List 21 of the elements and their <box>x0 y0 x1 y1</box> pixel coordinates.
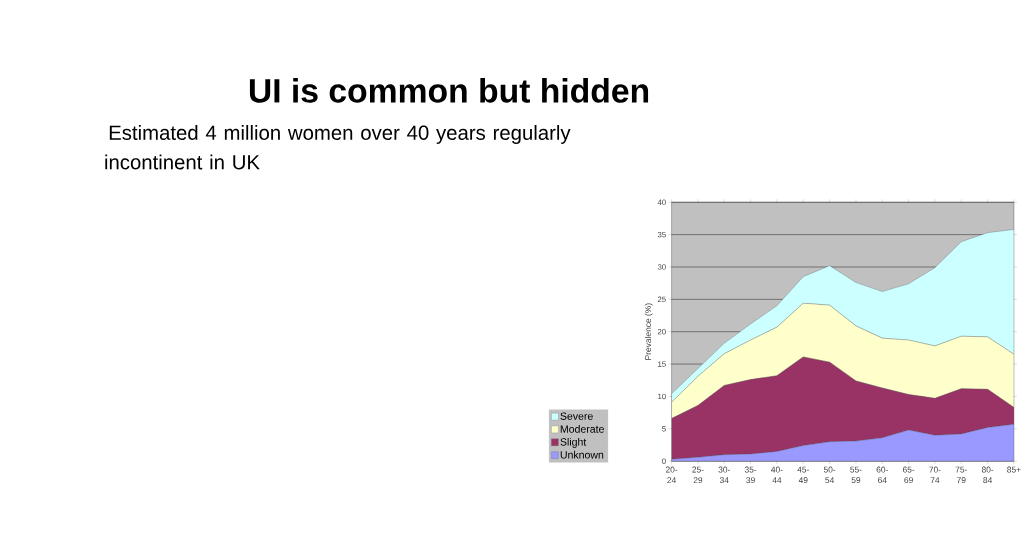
text: Estimated 4 million women over 40 years regularly incontinent in UK <box>105 125 571 170</box>
x-tick-label: 45-49 <box>797 466 809 484</box>
x-tick-label: 50-54 <box>823 466 836 484</box>
x-tick-label: 30-34 <box>718 466 730 484</box>
x-tick-label: 55-59 <box>850 466 862 484</box>
legend-label: Slight <box>560 438 587 448</box>
x-tick-label: 80-84 <box>981 466 994 484</box>
x-tick-label: 20-24 <box>665 466 678 484</box>
legend-label: Unknown <box>560 450 604 459</box>
x-tick-label: 75-79 <box>955 466 967 484</box>
chart-title: UI is common but hidden <box>249 78 649 103</box>
legend-label: Severe <box>560 412 593 420</box>
x-tick-label: 70-74 <box>929 466 941 484</box>
x-tick-label: 60-64 <box>876 466 888 484</box>
x-tick-label: 65-69 <box>902 466 915 484</box>
y-axis-title: Prevalence (%) <box>644 303 653 360</box>
x-tick-label: 25-29 <box>692 466 704 484</box>
x-tick-label: 85+ <box>1007 466 1021 473</box>
legend-label: Moderate <box>560 425 604 433</box>
x-tick-label: 40-44 <box>771 466 783 484</box>
x-tick-label: 35-39 <box>744 466 757 484</box>
